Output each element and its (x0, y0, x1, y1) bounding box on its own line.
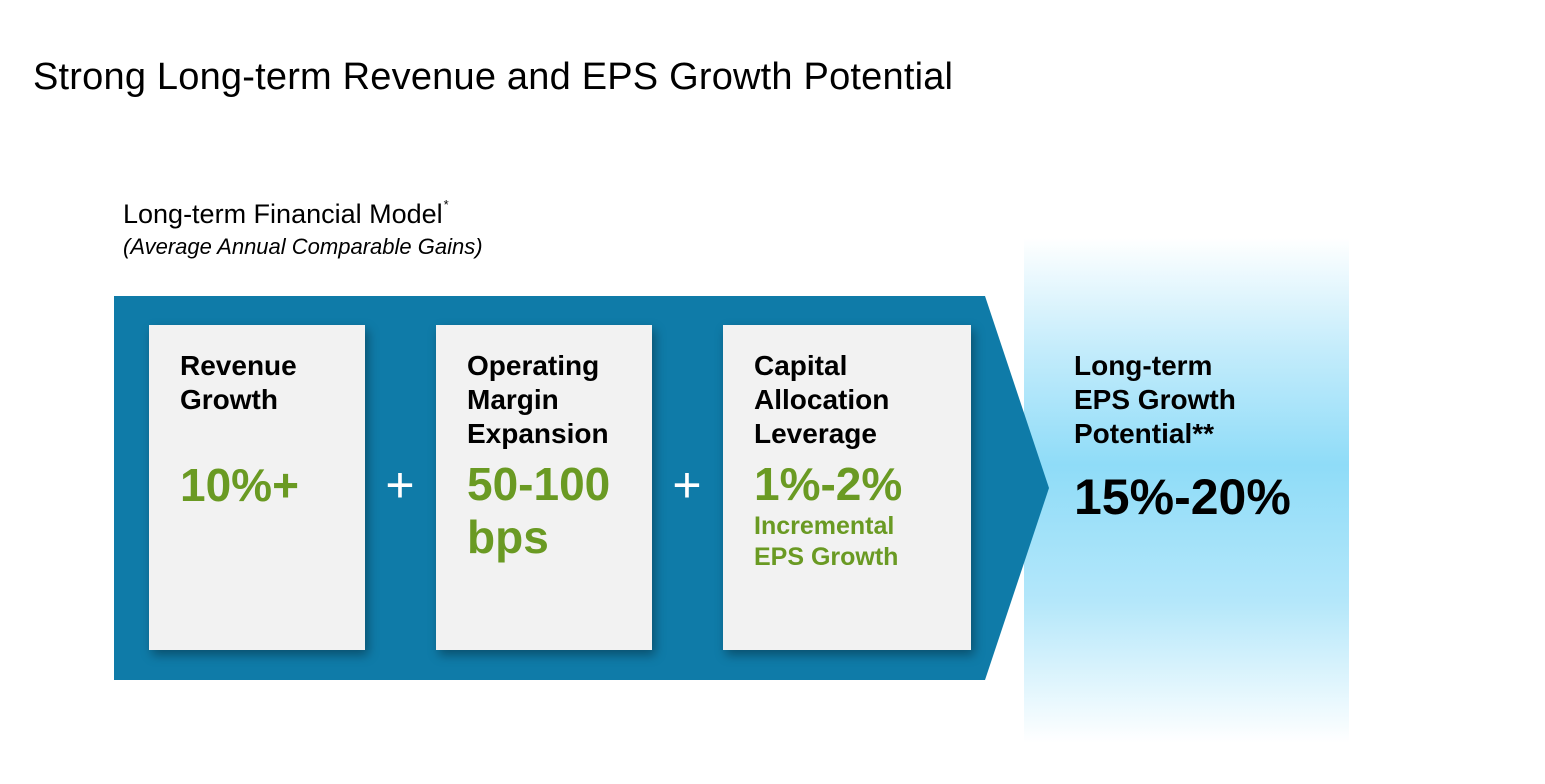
label-line: Long-term (1074, 350, 1213, 381)
result-label: Long-term EPS Growth Potential** (1074, 349, 1291, 451)
label-line: Capital (754, 350, 848, 381)
component-label: Capital Allocation Leverage (754, 349, 971, 451)
label-line: Leverage (754, 418, 877, 449)
model-title-marker: * (443, 197, 449, 212)
plus-operator: + (672, 457, 702, 513)
note-line: Incremental (754, 512, 895, 540)
model-title: Long-term Financial Model* (123, 197, 449, 230)
note-line: EPS Growth (754, 543, 899, 571)
label-line: EPS Growth (1074, 384, 1236, 415)
label-line: Growth (180, 384, 278, 415)
label-line: Allocation (754, 384, 890, 415)
model-title-text: Long-term Financial Model (123, 199, 443, 229)
component-note: Incremental EPS Growth (754, 511, 971, 573)
component-box-revenue-growth: Revenue Growth 10%+ (149, 325, 365, 650)
label-line: Operating (467, 350, 600, 381)
label-line: Margin (467, 384, 559, 415)
component-box-operating-margin: Operating Margin Expansion 50-100 bps (436, 325, 652, 650)
value-line: 50-100 (467, 458, 611, 510)
label-line: Potential** (1074, 418, 1215, 449)
label-line: Revenue (180, 350, 297, 381)
component-label: Operating Margin Expansion (467, 349, 652, 451)
component-value: 10%+ (180, 459, 365, 512)
component-value: 1%-2% (754, 458, 971, 511)
label-line: Expansion (467, 418, 609, 449)
model-subtitle: (Average Annual Comparable Gains) (123, 234, 483, 259)
result-highlight (1024, 238, 1349, 743)
component-value: 50-100 bps (467, 458, 652, 564)
value-line: bps (467, 511, 549, 563)
value-line: 10%+ (180, 459, 299, 511)
result-block: Long-term EPS Growth Potential** 15%-20% (1074, 349, 1291, 526)
plus-operator: + (385, 457, 415, 513)
value-line: 1%-2% (754, 458, 903, 510)
component-label: Revenue Growth (180, 349, 365, 417)
component-box-capital-allocation: Capital Allocation Leverage 1%-2% Increm… (723, 325, 971, 650)
page-title: Strong Long-term Revenue and EPS Growth … (33, 56, 954, 98)
result-value: 15%-20% (1074, 469, 1291, 525)
